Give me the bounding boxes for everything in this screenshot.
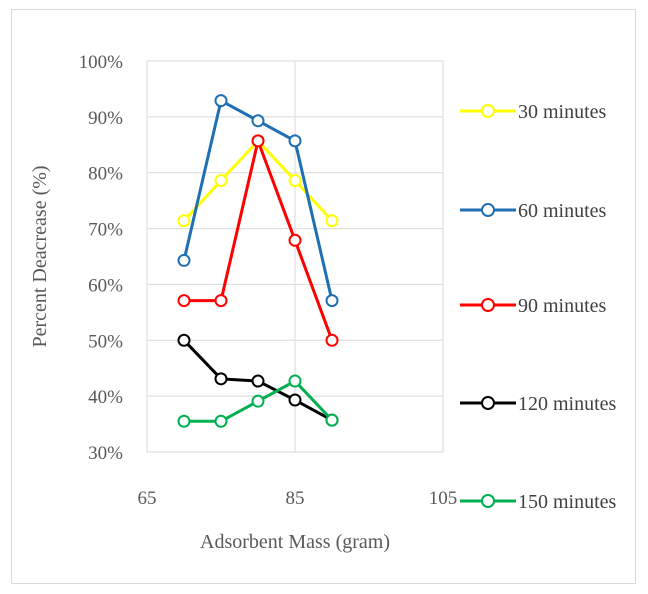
point-120-minutes xyxy=(214,372,228,386)
point-120-minutes xyxy=(288,393,302,407)
legend-marker xyxy=(481,104,495,118)
legend-label: 30 minutes xyxy=(518,101,607,123)
legend-item-120-minutes: 120 minutes xyxy=(460,393,617,415)
point-90-minutes xyxy=(251,134,265,148)
legend-label: 90 minutes xyxy=(518,295,607,317)
point-90-minutes xyxy=(214,294,228,308)
point-120-minutes xyxy=(251,374,265,388)
point-60-minutes xyxy=(251,114,265,128)
x-axis-ticks: 65 85 105 xyxy=(138,488,458,509)
point-150-minutes xyxy=(177,414,191,428)
legend-marker xyxy=(481,494,495,508)
point-30-minutes xyxy=(325,214,339,228)
legend-item-90-minutes: 90 minutes xyxy=(460,295,607,317)
legend-marker xyxy=(481,396,495,410)
y-tick-label: 60% xyxy=(88,275,123,296)
point-60-minutes xyxy=(288,134,302,148)
point-60-minutes xyxy=(214,94,228,108)
y-tick-label: 90% xyxy=(88,108,123,129)
legend: 30 minutes 60 minutes 90 minutes 120 minute… xyxy=(460,101,617,513)
legend-marker xyxy=(481,298,495,312)
point-90-minutes xyxy=(177,294,191,308)
x-axis-title: Adsorbent Mass (gram) xyxy=(200,531,390,553)
point-150-minutes xyxy=(251,394,265,408)
gridlines xyxy=(146,60,444,453)
x-tick-label: 85 xyxy=(286,488,305,509)
series-points xyxy=(177,94,339,428)
point-90-minutes xyxy=(288,233,302,247)
y-tick-label: 100% xyxy=(79,52,124,73)
legend-label: 60 minutes xyxy=(518,200,607,222)
y-tick-label: 30% xyxy=(88,443,123,464)
point-150-minutes xyxy=(288,374,302,388)
legend-label: 150 minutes xyxy=(518,491,617,513)
legend-item-150-minutes: 150 minutes xyxy=(460,491,617,513)
point-60-minutes xyxy=(177,253,191,267)
series-line-60-minutes xyxy=(182,99,334,301)
legend-marker xyxy=(481,203,495,217)
point-150-minutes xyxy=(325,413,339,427)
point-30-minutes xyxy=(288,174,302,188)
point-120-minutes xyxy=(177,333,191,347)
legend-item-60-minutes: 60 minutes xyxy=(460,200,607,222)
y-tick-label: 80% xyxy=(88,164,123,185)
legend-label: 120 minutes xyxy=(518,393,617,415)
y-axis-title: Percent Deacrease (%) xyxy=(29,165,51,347)
point-60-minutes xyxy=(325,294,339,308)
x-tick-label: 65 xyxy=(138,488,157,509)
y-tick-label: 50% xyxy=(88,331,123,352)
legend-item-30-minutes: 30 minutes xyxy=(460,101,607,123)
y-tick-label: 70% xyxy=(88,220,123,241)
y-axis-ticks: 30% 40% 50% 60% 70% 80% 90% 100% xyxy=(79,52,124,464)
chart-frame xyxy=(11,9,636,584)
y-tick-label: 40% xyxy=(88,387,123,408)
point-30-minutes xyxy=(214,174,228,188)
point-90-minutes xyxy=(325,333,339,347)
point-30-minutes xyxy=(177,214,191,228)
x-tick-label: 105 xyxy=(429,488,458,509)
series-lines xyxy=(182,99,334,423)
point-150-minutes xyxy=(214,414,228,428)
